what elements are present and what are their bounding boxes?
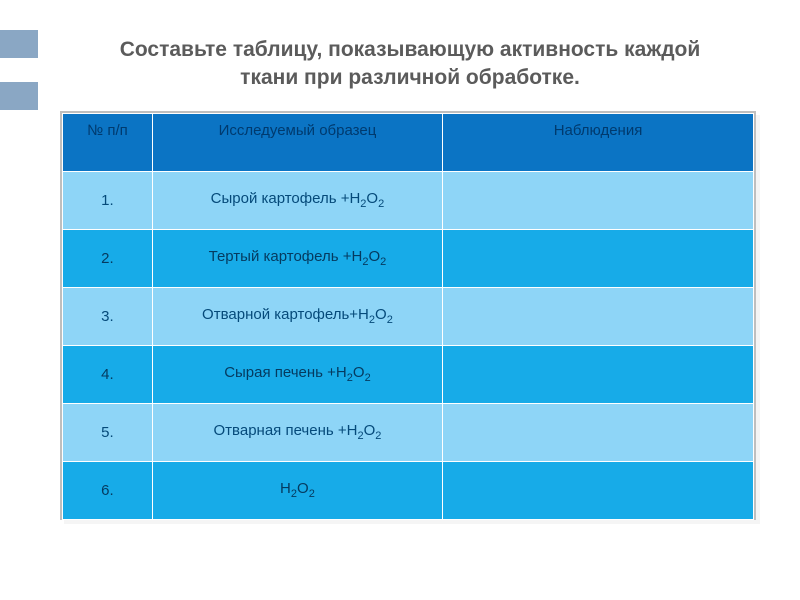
cell-obs [443,461,754,519]
cell-obs [443,345,754,403]
table-row: 3.Отварной картофель+Н2О2 [63,287,754,345]
cell-obs [443,229,754,287]
col-header-sample: Исследуемый образец [152,113,442,171]
table-row: 6.Н2О2 [63,461,754,519]
cell-sample: Отварная печень +Н2О2 [152,403,442,461]
cell-num: 6. [63,461,153,519]
col-header-num: № п/п [63,113,153,171]
cell-sample: Отварной картофель+Н2О2 [152,287,442,345]
table-body: 1.Сырой картофель +Н2О22.Тертый картофел… [63,171,754,519]
cell-sample: Тертый картофель +Н2О2 [152,229,442,287]
stripe-2 [0,82,38,110]
cell-num: 1. [63,171,153,229]
table-container: № п/п Исследуемый образец Наблюдения 1.С… [60,111,756,520]
cell-sample: Н2О2 [152,461,442,519]
table-row: 1.Сырой картофель +Н2О2 [63,171,754,229]
cell-num: 3. [63,287,153,345]
table-row: 5.Отварная печень +Н2О2 [63,403,754,461]
table-row: 4.Сырая печень +Н2О2 [63,345,754,403]
stripe-1 [0,30,38,58]
table-row: 2.Тертый картофель +Н2О2 [63,229,754,287]
col-header-obs: Наблюдения [443,113,754,171]
cell-num: 4. [63,345,153,403]
title-area: Составьте таблицу, показывающую активнос… [0,0,800,111]
cell-obs [443,287,754,345]
cell-sample: Сырая печень +Н2О2 [152,345,442,403]
page-title: Составьте таблицу, показывающую активнос… [90,36,730,93]
cell-sample: Сырой картофель +Н2О2 [152,171,442,229]
table-header-row: № п/п Исследуемый образец Наблюдения [63,113,754,171]
left-decor-stripes [0,0,40,600]
cell-obs [443,403,754,461]
activity-table: № п/п Исследуемый образец Наблюдения 1.С… [62,113,754,520]
cell-num: 5. [63,403,153,461]
cell-num: 2. [63,229,153,287]
cell-obs [443,171,754,229]
